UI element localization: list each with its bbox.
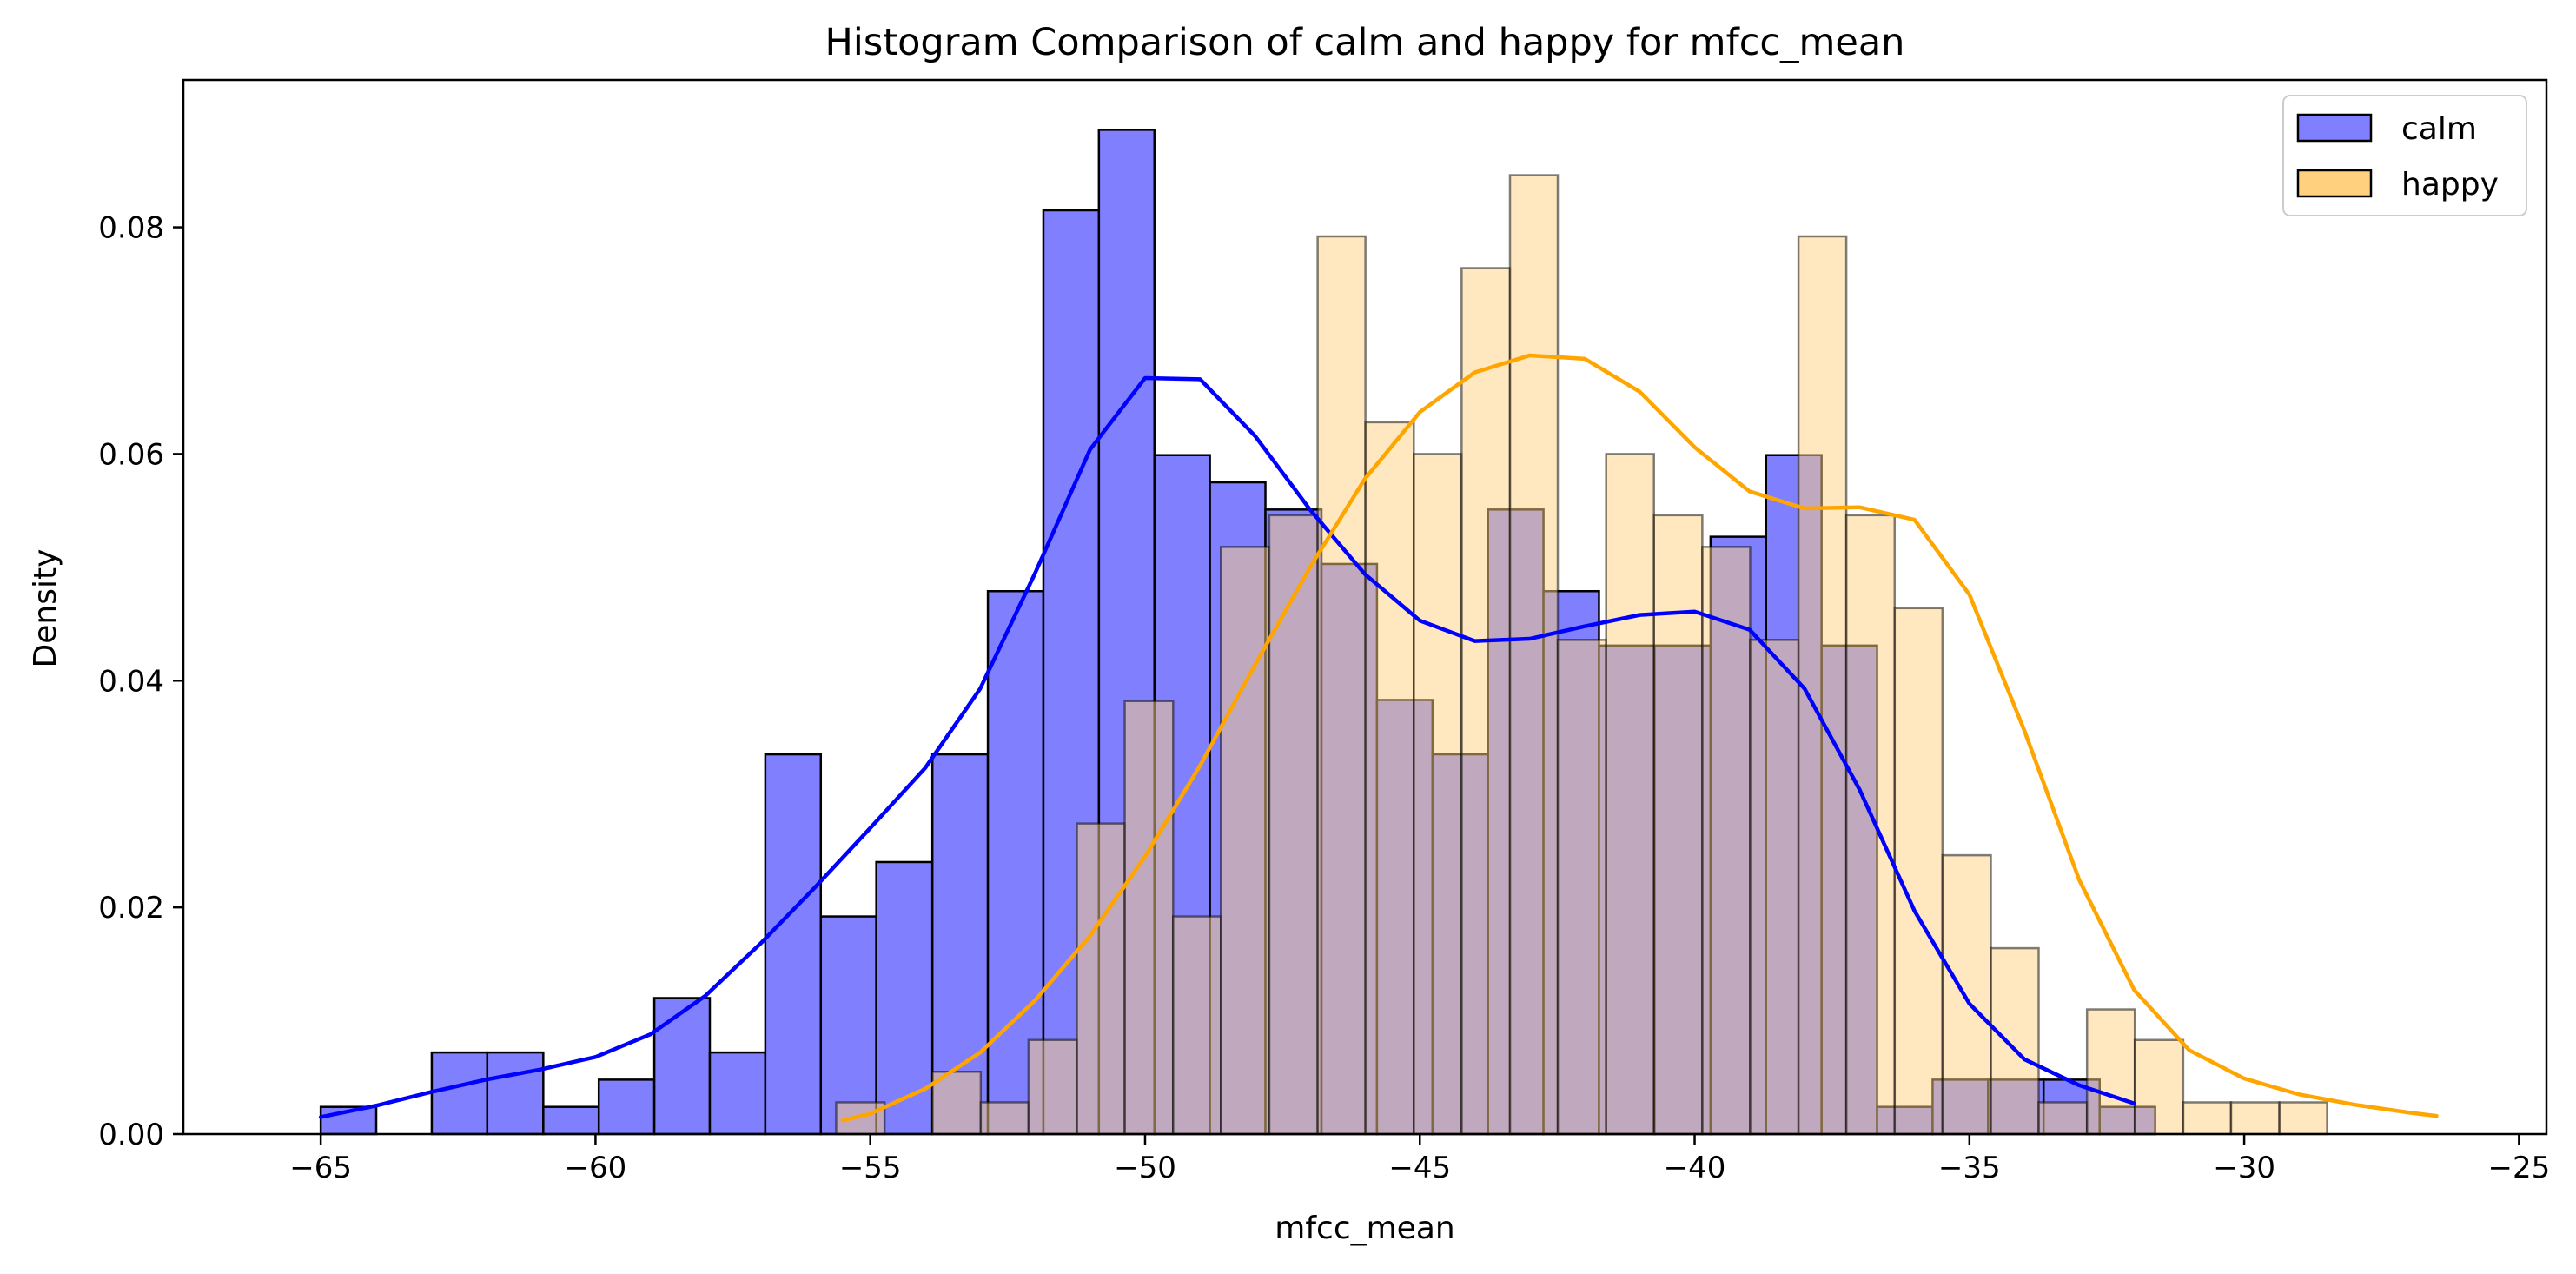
bar-happy (1460, 267, 1512, 1136)
legend-swatch-happy (2296, 169, 2373, 198)
x-tick-label: −40 (1664, 1151, 1726, 1185)
bar-happy (1605, 453, 1655, 1136)
x-tick-label: −55 (839, 1151, 902, 1185)
legend: calm happy (2282, 95, 2527, 216)
y-axis-label: Density (28, 549, 63, 668)
bar-happy (1268, 514, 1319, 1136)
y-tick-label: 0.02 (98, 891, 164, 926)
y-tick-label: 0.04 (98, 664, 164, 699)
bar-happy (1413, 453, 1463, 1136)
bar-happy (1123, 700, 1175, 1136)
bar-calm (875, 860, 934, 1136)
x-tick-label: −30 (2213, 1151, 2275, 1185)
x-tick-label: −45 (1388, 1151, 1451, 1185)
y-axis: 0.00 0.02 0.04 0.06 0.08 (98, 211, 183, 1152)
bar-happy (1508, 174, 1560, 1136)
bar-happy (2085, 1008, 2136, 1136)
legend-label-calm: calm (2401, 111, 2477, 147)
bar-happy (1316, 235, 1367, 1136)
x-tick-label: −50 (1114, 1151, 1176, 1185)
bar-happy (1556, 639, 1607, 1136)
bar-calm (542, 1105, 600, 1136)
bar-happy (1749, 639, 1800, 1136)
x-tick-label: −65 (289, 1151, 352, 1185)
x-tick-label: −25 (2487, 1151, 2550, 1185)
legend-label-happy: happy (2401, 167, 2499, 202)
bar-happy (2037, 1101, 2089, 1136)
kde-line-calm (318, 375, 2136, 1119)
y-tick-label: 0.06 (98, 437, 164, 472)
bar-calm (597, 1078, 656, 1136)
chart-title: Histogram Comparison of calm and happy f… (825, 21, 1905, 64)
bar-happy (1941, 853, 1992, 1136)
bar-happy (2278, 1101, 2328, 1136)
plot-frame (182, 78, 2548, 1136)
bar-happy (1701, 546, 1752, 1136)
bar-calm (652, 997, 712, 1136)
x-axis: −65 −60 −55 −50 −45 −40 −35 −30 −25 (289, 1134, 2550, 1185)
x-tick-label: −60 (565, 1151, 627, 1185)
bar-calm (708, 1051, 767, 1136)
bar-calm (764, 753, 823, 1136)
y-tick-label: 0.00 (98, 1118, 164, 1152)
bar-happy (1220, 546, 1271, 1136)
bar-calm (819, 915, 877, 1136)
kde-lines (318, 353, 2439, 1123)
bar-happy (1171, 915, 1222, 1136)
bar-happy (1364, 421, 1415, 1136)
bar-happy (979, 1101, 1030, 1136)
bar-happy (1076, 822, 1126, 1136)
bar-calm (430, 1051, 489, 1136)
x-axis-label: mfcc_mean (1275, 1211, 1454, 1246)
kde-line-happy (840, 353, 2439, 1123)
y-tick-label: 0.08 (98, 211, 164, 246)
legend-swatch-calm (2296, 113, 2373, 143)
bar-happy (1844, 514, 1897, 1136)
bar-happy (1797, 235, 1848, 1136)
happy-bars (835, 174, 2328, 1136)
bar-happy (2133, 1038, 2185, 1136)
bar-calm (486, 1051, 545, 1136)
bar-happy (1027, 1038, 1078, 1136)
bar-happy (2229, 1101, 2281, 1136)
bar-happy (1652, 514, 1704, 1136)
bar-happy (835, 1101, 886, 1136)
x-tick-label: −35 (1938, 1151, 2001, 1185)
bar-happy (1990, 946, 2040, 1136)
bar-happy (1893, 607, 1944, 1136)
bar-happy (2182, 1101, 2233, 1136)
